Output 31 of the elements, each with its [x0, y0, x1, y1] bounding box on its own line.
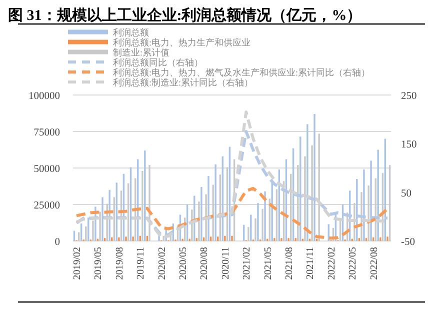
y2-tick-label: -50 — [401, 237, 415, 248]
x-tick-label: 2020/08 — [199, 247, 210, 280]
legend-label: 利润总额 — [113, 28, 149, 38]
x-tick-label: 2022/02 — [326, 247, 338, 280]
chart-title: 图 31：规模以上工业企业:利润总额情况（亿元，%） — [8, 6, 362, 24]
y-tick-label: 0 — [54, 237, 60, 248]
legend-label: 利润总额:制造业:累计同比（右轴） — [113, 78, 254, 88]
x-tick-label: 2019/05 — [93, 247, 104, 280]
legend-label: 制造业:累计值 — [113, 48, 170, 58]
y-tick-label: 25000 — [34, 200, 60, 212]
x-tick-label: 2019/02 — [72, 247, 84, 280]
x-tick-label: 2020/11 — [220, 247, 232, 280]
x-tick-label: 2021/08 — [284, 247, 296, 280]
legend-label: 利润总额:电力、热力、燃气及水生产和供应业:累计同比（右轴） — [113, 68, 370, 78]
y-tick-label: 50000 — [34, 164, 60, 175]
x-tick-label: 2019/08 — [114, 247, 126, 280]
x-tick-label: 2021/02 — [242, 247, 253, 280]
x-tick-label: 2020/02 — [156, 247, 168, 280]
x-tick-label: 2020/05 — [178, 247, 190, 280]
x-tick-label: 2021/11 — [305, 247, 316, 280]
y2-tick-label: 50 — [401, 188, 412, 200]
y2-tick-label: 150 — [401, 140, 417, 151]
x-tick-label: 2021/05 — [262, 247, 274, 280]
y-tick-label: 100000 — [28, 91, 60, 102]
x-tick-label: 2022/05 — [348, 247, 359, 280]
legend-label: 利润总额同比（右轴） — [113, 58, 203, 68]
legend-label: 利润总额:电力、热力生产和供应业 — [113, 38, 251, 48]
x-tick-label: 2022/08 — [368, 247, 380, 280]
y-tick-label: 75000 — [34, 128, 60, 138]
y2-tick-label: 250 — [401, 91, 417, 102]
x-tick-label: 2019/11 — [136, 247, 147, 280]
